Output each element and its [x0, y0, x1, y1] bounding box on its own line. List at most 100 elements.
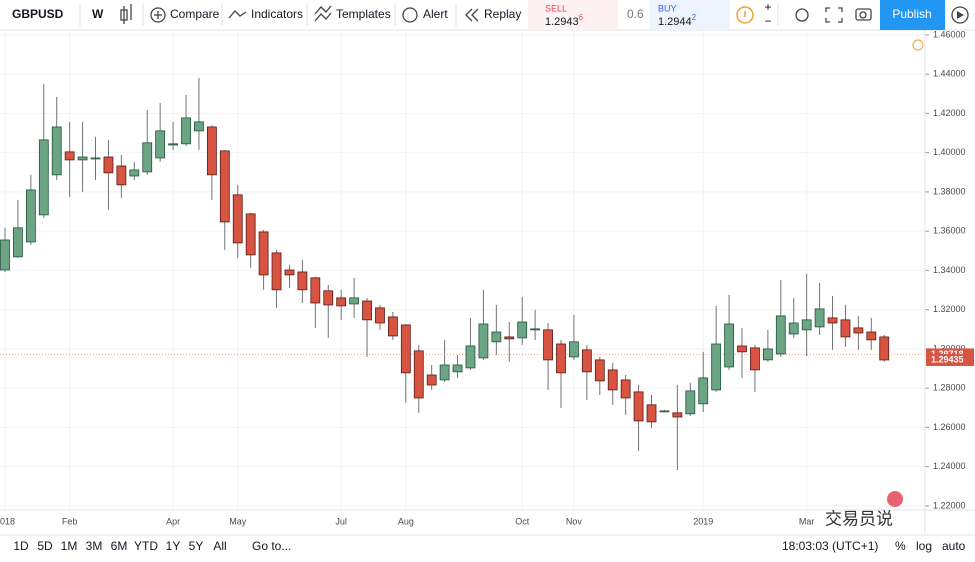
candle-body	[13, 227, 23, 258]
range-button[interactable]: 1Y	[166, 539, 181, 553]
range-button[interactable]: YTD	[134, 539, 158, 553]
candle-body	[452, 364, 463, 373]
candle-body	[866, 331, 877, 341]
candle-body	[814, 308, 825, 328]
zoom-out[interactable]: −	[764, 14, 771, 28]
range-button[interactable]: 1D	[13, 539, 29, 553]
sell-box[interactable]	[528, 0, 618, 30]
y-tick-label: 1.26000	[933, 422, 966, 432]
x-tick-label: Jul	[335, 516, 347, 526]
alert-button[interactable]: Alert	[423, 7, 448, 21]
candle-body	[646, 404, 657, 423]
sell-price-main: 1.2943	[545, 16, 579, 28]
candle-body	[685, 390, 696, 415]
range-button[interactable]: 6M	[111, 539, 128, 553]
candle-body	[594, 359, 605, 382]
log-toggle[interactable]: log	[916, 539, 932, 553]
candle-body	[181, 117, 191, 145]
candle-body	[168, 143, 178, 146]
spread: 0.6	[627, 7, 644, 21]
settings-icon[interactable]	[795, 8, 809, 22]
flag-marker[interactable]	[887, 491, 903, 507]
buy-box[interactable]	[650, 0, 730, 30]
candle-body	[827, 317, 838, 324]
replay-icon[interactable]	[471, 8, 479, 22]
candle-body	[478, 323, 489, 359]
candle-body	[232, 194, 243, 244]
templates-button[interactable]: Templates	[336, 7, 391, 21]
info-icon[interactable]	[736, 6, 754, 24]
candle-body	[517, 321, 528, 339]
range-button[interactable]: 3M	[86, 539, 103, 553]
candle-body	[491, 331, 502, 343]
compare-button[interactable]: Compare	[170, 7, 220, 21]
percent-toggle[interactable]: %	[895, 539, 906, 553]
candle-body	[504, 336, 515, 340]
buy-label: BUY	[658, 3, 677, 13]
indicators-button[interactable]: Indicators	[251, 7, 303, 21]
fullscreen-icon[interactable]	[825, 7, 843, 23]
x-tick-label: Apr	[166, 516, 180, 526]
buy-price-main: 1.2944	[658, 16, 692, 28]
candle-body	[77, 156, 88, 161]
candle-body	[297, 271, 308, 291]
candle-body	[556, 343, 566, 374]
indicators-icon[interactable]	[228, 10, 247, 19]
symbol[interactable]: GBPUSD	[12, 7, 64, 21]
y-tick-label: 1.34000	[933, 265, 966, 275]
candle-body	[0, 239, 10, 271]
x-tick-label: 2018	[0, 516, 15, 526]
y-tick-label: 1.40000	[933, 147, 966, 157]
y-tick-label: 1.28000	[933, 383, 966, 393]
y-tick-label: 1.44000	[933, 69, 966, 79]
candle-body	[142, 142, 153, 173]
y-tick-label: 1.38000	[933, 186, 966, 196]
alert-icon[interactable]	[402, 7, 418, 23]
candle-body	[426, 374, 437, 386]
candle-body	[581, 349, 592, 373]
clock: 18:03:03 (UTC+1)	[782, 539, 878, 553]
y-tick-label: 1.42000	[933, 108, 966, 118]
candle-body	[439, 364, 450, 381]
interval[interactable]: W	[92, 7, 104, 21]
x-tick-label: Aug	[398, 516, 414, 526]
candle-body	[672, 412, 683, 418]
range-button[interactable]: 5Y	[189, 539, 204, 553]
buy-price: 1.29442	[658, 13, 697, 28]
candle-body	[349, 297, 360, 305]
range-button[interactable]: 1M	[61, 539, 78, 553]
chart-style-icon[interactable]	[120, 4, 132, 24]
replay-icon[interactable]	[465, 8, 473, 22]
publish-button[interactable]: Publish	[892, 7, 931, 21]
snapshot-icon[interactable]	[855, 8, 872, 21]
candle-body	[788, 322, 799, 335]
x-tick-label: Nov	[566, 516, 583, 526]
candle-body	[258, 231, 269, 276]
candle-body	[284, 269, 295, 276]
replay-button[interactable]: Replay	[484, 7, 521, 21]
candle-body	[194, 121, 204, 132]
sell-price: 1.29436	[545, 13, 584, 28]
templates-icon[interactable]	[314, 12, 332, 22]
compare-icon[interactable]	[150, 7, 166, 23]
price-tag-label: 1.29435	[931, 354, 964, 364]
play-icon[interactable]	[951, 6, 969, 24]
bottom-bar: 1D 5D 1M 3M 6M YTD 1Y 5Y All	[13, 539, 226, 553]
x-tick-label: Feb	[62, 516, 78, 526]
range-button[interactable]: 5D	[37, 539, 53, 553]
x-tick-label: May	[229, 516, 247, 526]
candle-body	[155, 130, 166, 159]
templates-icon[interactable]	[314, 5, 332, 15]
goto-button[interactable]: Go to...	[252, 539, 291, 553]
publish-button-bg[interactable]	[880, 0, 945, 30]
y-tick-label: 1.32000	[933, 304, 966, 314]
candle-body	[543, 329, 553, 361]
candle-body	[271, 252, 282, 291]
range-button[interactable]: All	[213, 539, 226, 553]
zoom-in[interactable]: +	[764, 0, 771, 14]
auto-toggle[interactable]: auto	[942, 539, 966, 553]
candle-body	[879, 336, 890, 361]
event-marker[interactable]	[912, 39, 924, 51]
candle-body	[724, 323, 734, 368]
toolbar	[0, 0, 975, 30]
